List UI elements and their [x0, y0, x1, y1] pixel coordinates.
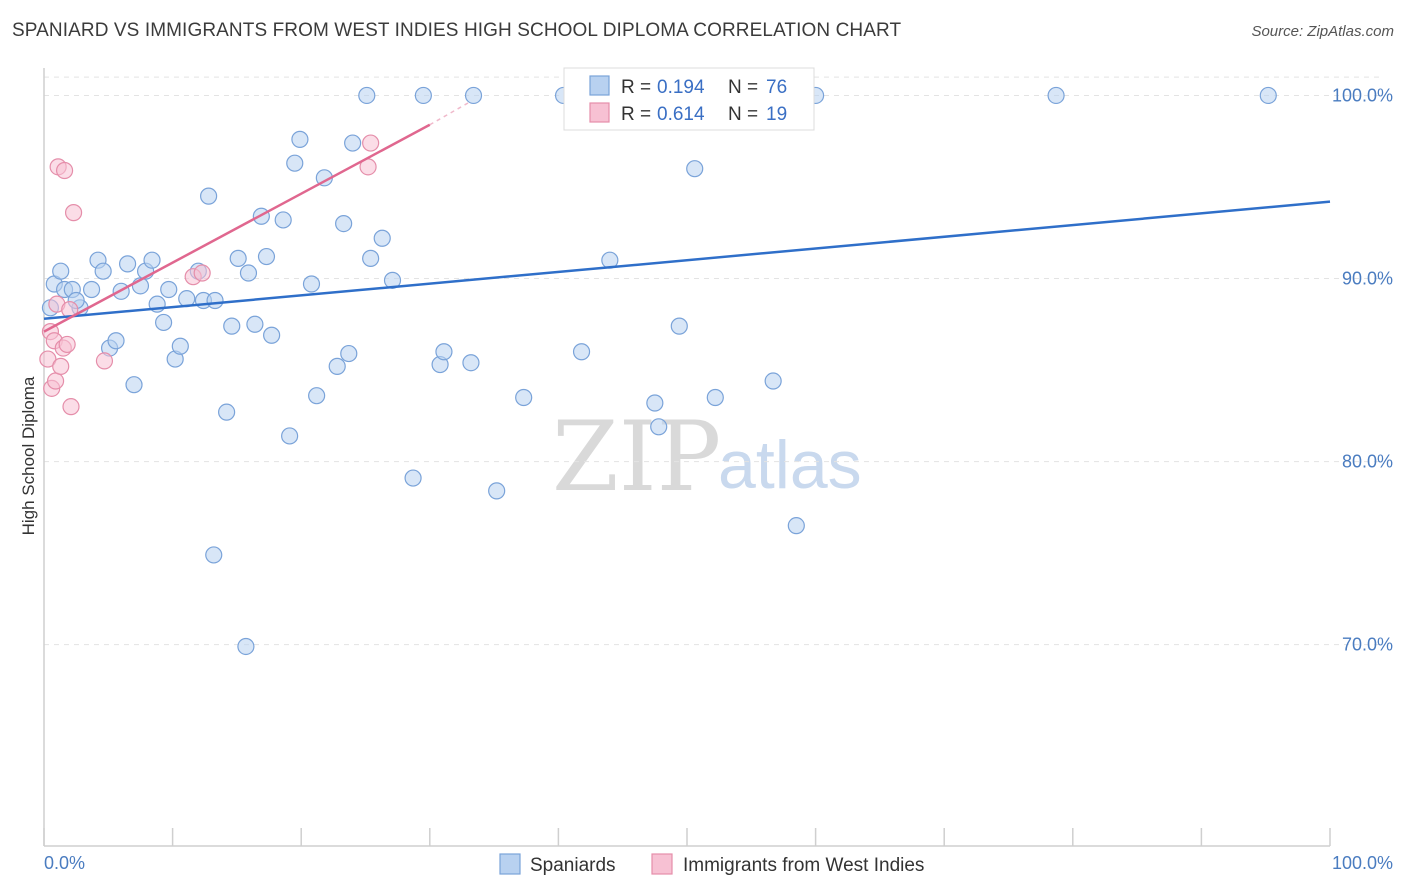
bottom-legend-swatch-west-indies	[651, 853, 673, 875]
gridlines	[44, 76, 1380, 646]
spaniards-point	[125, 376, 143, 394]
spaniards-point	[464, 86, 483, 105]
spaniards-point	[646, 394, 664, 412]
y-axis-title: High School Diploma	[19, 376, 38, 535]
west-indies-point	[62, 398, 80, 416]
spaniards-point	[107, 332, 125, 350]
spaniards-point	[358, 86, 376, 105]
legend-swatch-spaniards	[589, 75, 610, 96]
spaniards-point	[218, 403, 236, 421]
spaniards-point	[205, 546, 223, 564]
west-indies-point	[64, 204, 83, 222]
west-indies-point	[46, 372, 65, 390]
legend-r-value-spaniards: 0.194	[657, 77, 705, 98]
west-indies-point	[52, 357, 70, 375]
y-tick-label: 90.0%	[1342, 269, 1393, 289]
spaniards-point	[281, 427, 299, 445]
spaniards-point	[414, 86, 432, 105]
spaniards-point	[764, 372, 782, 390]
spaniards-point	[670, 317, 688, 335]
x-ticks	[43, 828, 1331, 846]
legend-n-label-west-indies: N =	[728, 104, 758, 125]
legend-r-label-west-indies: R =	[621, 104, 651, 125]
spaniards-point	[154, 313, 173, 332]
y-tick-label: 100.0%	[1332, 85, 1393, 105]
spaniards-point	[52, 262, 70, 280]
spaniards-point	[291, 130, 309, 148]
west-indies-trend-extension	[429, 102, 469, 126]
spaniards-point	[404, 469, 422, 487]
spaniards-point	[706, 388, 724, 407]
spaniards-point	[302, 275, 321, 293]
spaniards-point	[488, 482, 506, 500]
west-indies-point	[95, 352, 114, 370]
legend-r-label-spaniards: R =	[621, 77, 651, 98]
spaniards-trend-line	[43, 200, 1331, 321]
west-indies-point	[193, 264, 211, 282]
x-tick-label-max: 100.0%	[1332, 853, 1393, 873]
legend-swatch-west-indies	[589, 102, 610, 123]
source-label: Source: ZipAtlas.com	[1251, 23, 1394, 40]
spaniards-point	[160, 280, 178, 299]
bottom-legend-label-west-indies: Immigrants from West Indies	[683, 855, 924, 876]
watermark-atlas: atlas	[718, 427, 862, 503]
spaniards-point	[572, 343, 591, 361]
stats-legend: R = 0.194 N = 76 R = 0.614 N = 19	[563, 67, 815, 131]
spaniards-point	[383, 271, 402, 289]
watermark-zip: ZIP	[552, 401, 721, 513]
legend-n-value-spaniards: 76	[766, 77, 787, 98]
chart-title: SPANIARD VS IMMIGRANTS FROM WEST INDIES …	[12, 20, 902, 41]
spaniards-point	[328, 357, 346, 375]
spaniards-point	[650, 418, 668, 436]
y-tick-label: 80.0%	[1342, 452, 1393, 472]
y-tick-label: 70.0%	[1342, 635, 1393, 655]
spaniards-point	[237, 637, 255, 656]
spaniards-point	[787, 517, 805, 535]
west-indies-point	[58, 335, 76, 354]
spaniards-point	[171, 337, 189, 355]
spaniards-point	[344, 134, 362, 152]
spaniards-point	[686, 160, 704, 178]
spaniards-point	[435, 343, 453, 361]
spaniards-point	[1259, 86, 1277, 105]
spaniards-point	[515, 388, 533, 407]
bottom-legend-swatch-spaniards	[499, 853, 521, 875]
spaniards-points	[41, 86, 1277, 656]
x-tick-label-min: 0.0%	[44, 853, 85, 873]
spaniards-point	[462, 354, 480, 372]
y-tick-labels: 70.0% 80.0% 90.0% 100.0%	[1332, 85, 1393, 654]
west-indies-points	[39, 134, 380, 416]
west-indies-point	[39, 350, 57, 368]
spaniards-point	[94, 262, 112, 280]
west-indies-trend-line	[43, 123, 431, 333]
spaniards-point	[1047, 86, 1065, 105]
spaniards-point	[335, 215, 353, 233]
spaniards-point	[229, 249, 247, 267]
spaniards-point	[246, 315, 264, 333]
west-indies-point	[55, 161, 74, 180]
spaniards-point	[200, 187, 218, 205]
trend-lines	[43, 102, 1331, 333]
spaniards-point	[239, 264, 258, 282]
legend-n-label-spaniards: N =	[728, 77, 758, 98]
legend-n-value-west-indies: 19	[766, 104, 787, 125]
west-indies-point	[362, 134, 380, 152]
legend-r-value-west-indies: 0.614	[657, 104, 705, 125]
spaniards-point	[118, 255, 137, 273]
spaniards-point	[82, 280, 101, 299]
spaniards-point	[308, 387, 326, 405]
spaniards-point	[223, 317, 241, 335]
spaniards-point	[286, 154, 304, 172]
spaniards-point	[206, 291, 224, 310]
spaniards-point	[362, 249, 380, 267]
spaniards-point	[340, 344, 358, 363]
spaniards-point	[257, 247, 276, 266]
spaniards-point	[274, 211, 292, 229]
spaniards-point	[373, 229, 391, 247]
spaniards-point	[143, 251, 161, 269]
spaniards-point	[263, 326, 281, 344]
bottom-legend-label-spaniards: Spaniards	[530, 855, 616, 876]
series-legend: Spaniards Immigrants from West Indies	[499, 853, 924, 876]
